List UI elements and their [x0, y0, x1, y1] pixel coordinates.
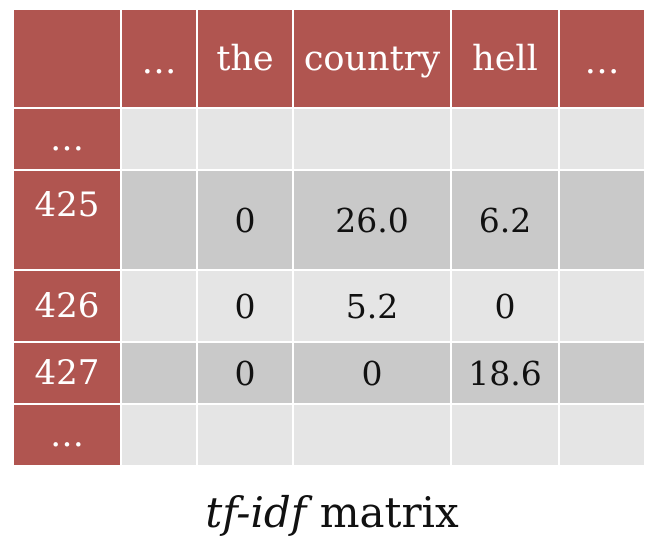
matrix-cell: 18.6 [452, 343, 558, 403]
matrix-cell [560, 171, 644, 269]
matrix-cell [198, 405, 292, 465]
column-header: … [122, 10, 196, 107]
matrix-cell: 0 [198, 343, 292, 403]
row-header: 426 [14, 271, 120, 341]
matrix-cell [560, 343, 644, 403]
column-header: country [294, 10, 450, 107]
row-header: … [14, 109, 120, 169]
matrix-cell: 26.0 [294, 171, 450, 269]
column-header: … [560, 10, 644, 107]
row-header: … [14, 405, 120, 465]
matrix-cell [294, 405, 450, 465]
matrix-cell [198, 109, 292, 169]
matrix-cell: 0 [294, 343, 450, 403]
matrix-cell [560, 109, 644, 169]
caption-rest: matrix [306, 488, 459, 537]
matrix-cell [122, 171, 196, 269]
column-header: hell [452, 10, 558, 107]
matrix-cell: 6.2 [452, 171, 558, 269]
matrix-cell [452, 109, 558, 169]
matrix-cell [560, 405, 644, 465]
column-header: the [198, 10, 292, 107]
matrix-cell: 0 [198, 171, 292, 269]
matrix-cell [122, 343, 196, 403]
row-header: 425 [14, 171, 120, 269]
matrix-cell: 0 [452, 271, 558, 341]
matrix-caption: tf-idf matrix [0, 488, 664, 537]
corner-cell [14, 10, 120, 107]
matrix-cell [122, 405, 196, 465]
matrix-cell [560, 271, 644, 341]
matrix-cell [452, 405, 558, 465]
matrix-cell [122, 271, 196, 341]
tfidf-matrix-table: … the country hell … … 425 0 26.0 6.2 42… [14, 10, 644, 465]
row-header: 427 [14, 343, 120, 403]
caption-italic: tf-idf [205, 488, 307, 537]
matrix-cell: 0 [198, 271, 292, 341]
matrix-cell [122, 109, 196, 169]
matrix-cell [294, 109, 450, 169]
matrix-cell: 5.2 [294, 271, 450, 341]
